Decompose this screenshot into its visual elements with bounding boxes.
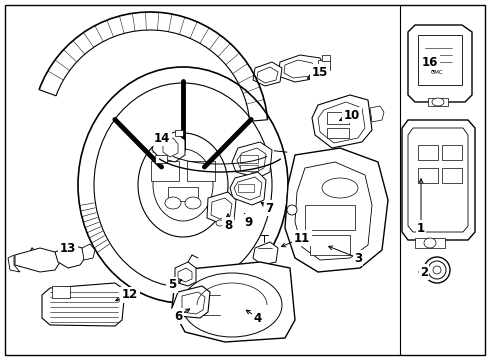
Polygon shape: [318, 102, 365, 143]
Bar: [310, 235, 350, 255]
Text: 14: 14: [154, 131, 170, 144]
Bar: [327, 112, 349, 124]
Text: 15: 15: [312, 66, 328, 78]
Polygon shape: [285, 148, 388, 272]
Ellipse shape: [322, 178, 358, 198]
Ellipse shape: [165, 197, 181, 209]
Bar: [187, 161, 215, 181]
Polygon shape: [257, 67, 278, 83]
Polygon shape: [312, 95, 372, 148]
Ellipse shape: [287, 205, 297, 215]
Ellipse shape: [153, 149, 213, 221]
Text: 11: 11: [294, 231, 310, 244]
Ellipse shape: [424, 238, 436, 248]
Polygon shape: [182, 292, 205, 314]
Ellipse shape: [94, 83, 272, 287]
Polygon shape: [253, 242, 278, 265]
Bar: [442, 145, 462, 160]
Polygon shape: [55, 245, 85, 268]
Polygon shape: [8, 255, 20, 272]
Polygon shape: [408, 128, 468, 232]
Bar: [318, 60, 330, 70]
Polygon shape: [152, 132, 185, 162]
Text: 6: 6: [174, 310, 182, 323]
Bar: [418, 145, 438, 160]
Text: 1: 1: [417, 221, 425, 234]
Bar: [442, 168, 462, 183]
Ellipse shape: [424, 257, 450, 283]
Ellipse shape: [182, 273, 282, 337]
Polygon shape: [284, 60, 316, 78]
Bar: [418, 168, 438, 183]
Polygon shape: [253, 62, 282, 86]
Text: 2: 2: [420, 266, 428, 279]
Bar: [305, 205, 355, 230]
Text: 12: 12: [122, 288, 138, 302]
Polygon shape: [237, 148, 266, 173]
Text: 4: 4: [254, 311, 262, 324]
Polygon shape: [408, 25, 472, 102]
Text: 13: 13: [60, 242, 76, 255]
Bar: [155, 155, 167, 163]
Ellipse shape: [433, 266, 441, 274]
Polygon shape: [82, 244, 95, 260]
Text: 7: 7: [265, 202, 273, 215]
Ellipse shape: [428, 261, 446, 279]
Bar: [238, 184, 254, 192]
Text: GMC: GMC: [431, 69, 443, 75]
Text: 16: 16: [422, 55, 438, 68]
Ellipse shape: [78, 67, 288, 303]
Polygon shape: [42, 283, 125, 326]
Bar: [240, 155, 258, 163]
Polygon shape: [15, 248, 60, 272]
Bar: [151, 161, 179, 181]
Ellipse shape: [216, 220, 224, 226]
Polygon shape: [428, 98, 448, 106]
Ellipse shape: [138, 133, 228, 237]
Bar: [240, 165, 258, 171]
Text: 3: 3: [354, 252, 362, 265]
Bar: [52, 286, 70, 298]
Polygon shape: [207, 192, 236, 224]
Polygon shape: [278, 55, 325, 82]
Polygon shape: [232, 142, 272, 178]
Ellipse shape: [185, 197, 201, 209]
Ellipse shape: [432, 98, 444, 106]
Polygon shape: [230, 172, 266, 205]
Text: 9: 9: [244, 216, 252, 229]
Bar: [168, 187, 198, 201]
Text: 5: 5: [168, 279, 176, 292]
Bar: [322, 55, 330, 61]
Polygon shape: [370, 106, 384, 122]
Polygon shape: [175, 262, 196, 286]
Polygon shape: [415, 238, 445, 248]
Polygon shape: [172, 262, 295, 342]
Bar: [327, 128, 349, 138]
Text: 8: 8: [224, 219, 232, 231]
Polygon shape: [163, 138, 178, 157]
Polygon shape: [211, 198, 232, 219]
Polygon shape: [172, 286, 210, 318]
Polygon shape: [295, 162, 372, 260]
Bar: [418, 35, 462, 85]
Polygon shape: [234, 177, 262, 200]
Bar: [175, 130, 183, 136]
Polygon shape: [402, 120, 475, 240]
Text: 10: 10: [344, 108, 360, 122]
Polygon shape: [178, 268, 192, 282]
